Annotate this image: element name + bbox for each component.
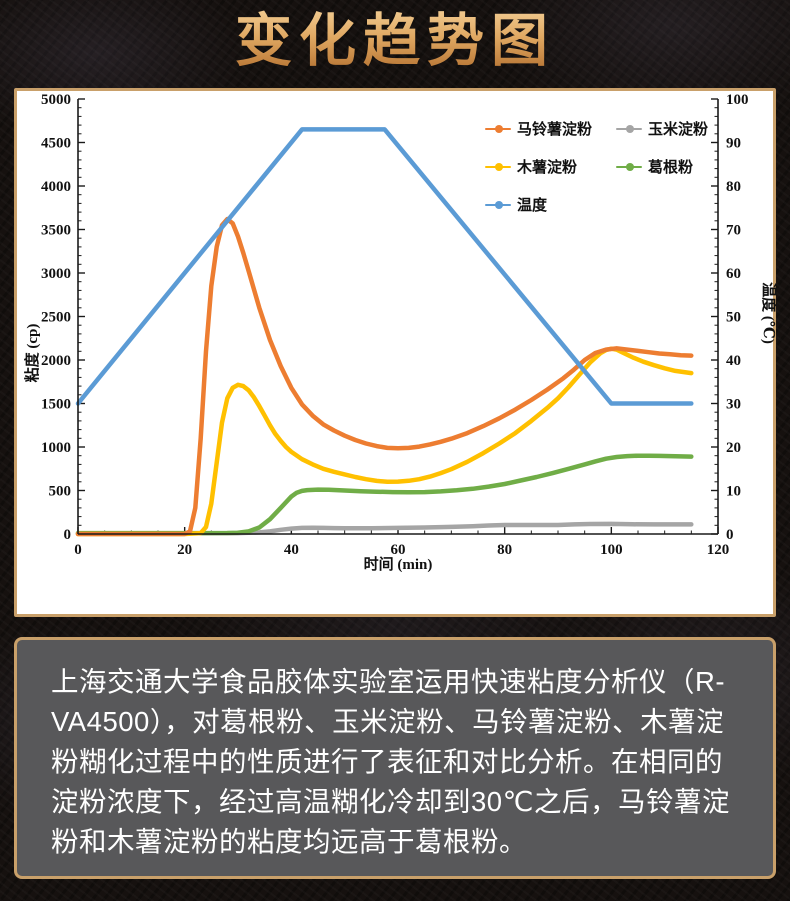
svg-text:2500: 2500	[41, 310, 71, 326]
legend-marker-icon	[616, 162, 643, 171]
svg-text:120: 120	[707, 542, 730, 558]
chart-series	[75, 127, 694, 537]
series-line-1	[75, 521, 694, 536]
series-line-0	[75, 216, 694, 537]
axis-tick-labels: 0500100015002000250030003500400045005000…	[41, 92, 749, 558]
svg-text:0: 0	[64, 527, 72, 543]
svg-text:500: 500	[49, 484, 72, 500]
svg-text:100: 100	[726, 92, 749, 108]
svg-text:3000: 3000	[41, 266, 71, 282]
legend-marker-icon	[485, 200, 511, 209]
legend-label: 木薯淀粉	[517, 160, 578, 176]
svg-text:1000: 1000	[41, 440, 71, 456]
chart-panel: 0 500 1000 1500 2000 2500 3000 3500 4000 4500 5000…	[14, 88, 778, 617]
page-title: 变化趋势图	[0, 2, 790, 80]
svg-text:50: 50	[726, 310, 741, 326]
svg-text:90: 90	[726, 136, 741, 152]
svg-text:20: 20	[177, 542, 192, 558]
svg-text:40: 40	[726, 353, 741, 369]
legend-item-4: 温度	[485, 193, 592, 216]
svg-text:20: 20	[726, 440, 741, 456]
svg-text:4500: 4500	[41, 136, 71, 152]
svg-text:0: 0	[74, 542, 82, 558]
svg-text:30: 30	[726, 397, 741, 413]
svg-text:100: 100	[600, 542, 623, 558]
svg-text:80: 80	[726, 179, 741, 195]
series-line-3	[75, 453, 694, 536]
svg-text:70: 70	[726, 223, 741, 239]
series-line-2	[75, 346, 694, 537]
info-text: 上海交通大学食品胶体实验室运用快速粘度分析仪（R-VA4500），对葛根粉、玉米…	[51, 666, 730, 857]
y-left-axis-title: 粘度 (cp)	[23, 324, 41, 383]
axis-lines	[77, 99, 719, 535]
x-axis-title: 时间 (min)	[364, 555, 433, 573]
legend-marker-icon	[485, 162, 511, 171]
svg-text:1500: 1500	[41, 397, 71, 413]
series-line-4	[75, 127, 694, 406]
svg-text:80: 80	[497, 542, 512, 558]
legend-item-1: 玉米淀粉	[616, 117, 708, 140]
legend-label: 马铃薯淀粉	[517, 122, 593, 138]
chart-legend: 马铃薯淀粉 玉米淀粉木薯淀粉 葛根粉温度	[485, 117, 708, 216]
y-right-axis-title: 温度 (℃)	[760, 282, 778, 344]
legend-marker-icon	[616, 124, 643, 133]
svg-text:60: 60	[726, 266, 741, 282]
legend-label: 葛根粉	[648, 160, 694, 176]
svg-text:5000: 5000	[41, 92, 71, 108]
trend-chart: 0500100015002000250030003500400045005000…	[23, 92, 778, 573]
legend-label: 玉米淀粉	[648, 122, 709, 138]
svg-text:40: 40	[284, 542, 299, 558]
svg-text:2000: 2000	[41, 353, 71, 369]
svg-text:3500: 3500	[41, 223, 71, 239]
legend-marker-icon	[485, 124, 511, 133]
legend-item-2: 木薯淀粉	[485, 155, 592, 178]
svg-text:60: 60	[391, 542, 406, 558]
legend-item-0: 马铃薯淀粉	[485, 117, 592, 140]
svg-text:10: 10	[726, 484, 741, 500]
svg-text:4000: 4000	[41, 179, 71, 195]
legend-label: 温度	[517, 198, 548, 214]
info-box: 上海交通大学食品胶体实验室运用快速粘度分析仪（R-VA4500），对葛根粉、玉米…	[14, 637, 776, 879]
legend-item-3: 葛根粉	[616, 155, 708, 178]
svg-text:0: 0	[726, 527, 734, 543]
